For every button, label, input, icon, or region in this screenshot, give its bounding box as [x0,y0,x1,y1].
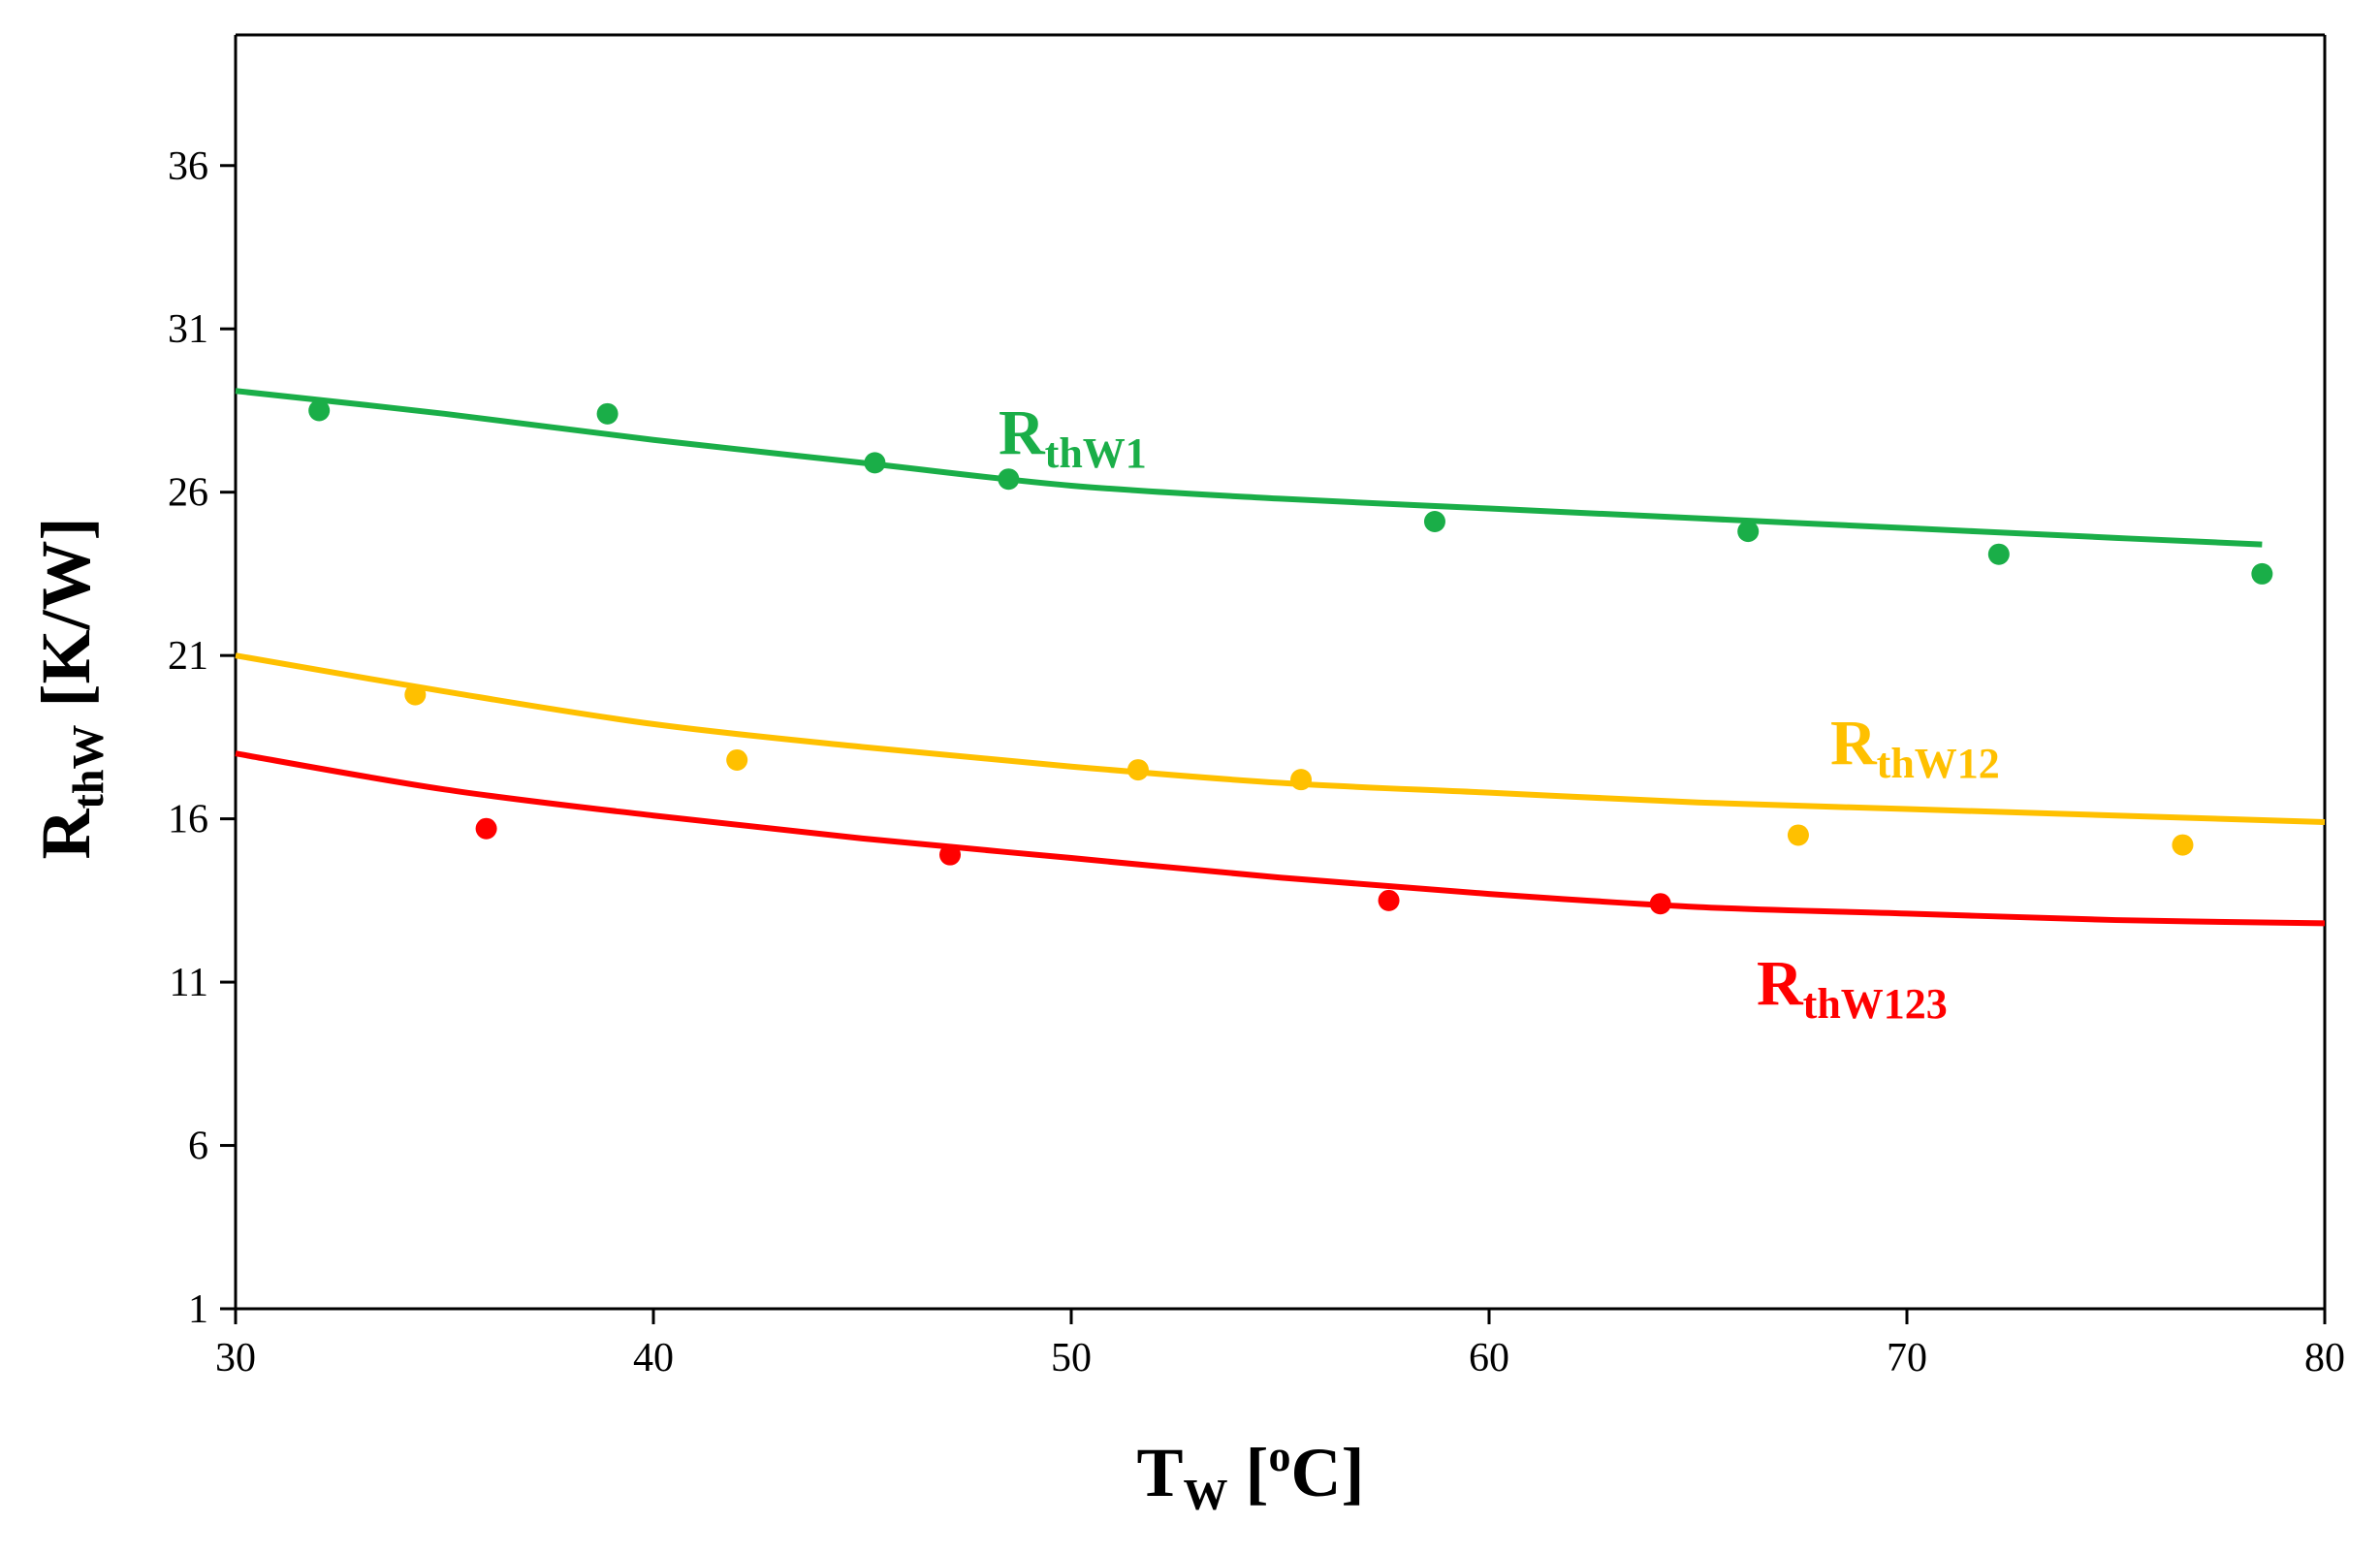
data-point-rthw1 [596,402,619,425]
x-axis-title: TW [oC] [1137,1431,1365,1519]
x-axis-title-close: C] [1291,1434,1365,1511]
data-point-rthw12 [1290,769,1313,791]
y-tick-label: 36 [168,144,208,189]
series-label-rthw123-sub: thW123 [1803,980,1948,1028]
x-axis-title-open: [ [1228,1434,1269,1511]
y-tick-label: 21 [168,634,208,679]
series-label-rthw12: RthW12 [1830,708,2000,787]
fit-line-rthw123 [235,750,2326,927]
x-tick-label: 30 [215,1336,256,1380]
data-point-rthw12 [2172,834,2194,856]
y-axis-title-main: R [27,808,105,859]
y-tick-label: 31 [168,307,208,352]
series-label-rthw12-main: R [1830,708,1878,778]
y-tick-label: 26 [168,471,208,516]
fit-line-rthw12 [235,652,2326,825]
data-point-rthw12 [1787,824,1809,846]
x-tick-label: 50 [1051,1336,1092,1380]
x-axis-title-main: T [1137,1434,1184,1511]
data-point-rthw1 [864,452,886,474]
data-point-rthw123 [475,817,497,840]
x-axis-title-sub: W [1184,1470,1228,1519]
data-point-rthw1 [998,468,1020,491]
data-point-rthw1 [1737,521,1760,543]
series-label-rthw123-main: R [1757,948,1804,1019]
data-points [308,399,2273,915]
y-tick-label: 1 [188,1287,208,1332]
data-point-rthw12 [726,748,748,771]
data-point-rthw123 [1378,889,1400,911]
series-label-rthw1: RthW1 [999,397,1147,477]
series-label-rthw1-sub: thW1 [1045,429,1147,477]
series-label-rthw123: RthW123 [1757,948,1948,1028]
y-tick-label: 16 [168,798,208,842]
y-tick-label: 11 [170,961,208,1005]
data-point-rthw123 [939,843,962,866]
fit-line-rthw1 [235,388,2263,548]
data-point-rthw123 [1649,893,1671,915]
x-tick-label: 80 [2304,1336,2345,1380]
plot-frame [234,33,2327,1311]
fit-lines [235,388,2326,927]
x-tick-label: 60 [1469,1336,1509,1380]
data-point-rthw1 [1987,543,2010,565]
data-point-rthw12 [1127,759,1149,781]
data-point-rthw1 [308,399,331,422]
x-axis-ticks: 30 40 50 60 70 80 [215,1309,2345,1380]
data-point-rthw1 [2251,562,2273,585]
data-point-rthw1 [1423,511,1445,533]
y-tick-label: 6 [188,1125,208,1169]
y-axis-title: RthW [K/W] [27,518,112,860]
x-tick-label: 40 [633,1336,674,1380]
y-axis-title-rest: [K/W] [27,518,105,725]
series-label-rthw1-main: R [999,397,1046,468]
x-axis-title-sup: o [1269,1431,1291,1480]
x-tick-label: 70 [1887,1336,1927,1380]
data-point-rthw12 [404,683,427,706]
y-axis-title-sub: thW [63,725,112,809]
series-label-rthw12-sub: thW12 [1877,740,2000,787]
